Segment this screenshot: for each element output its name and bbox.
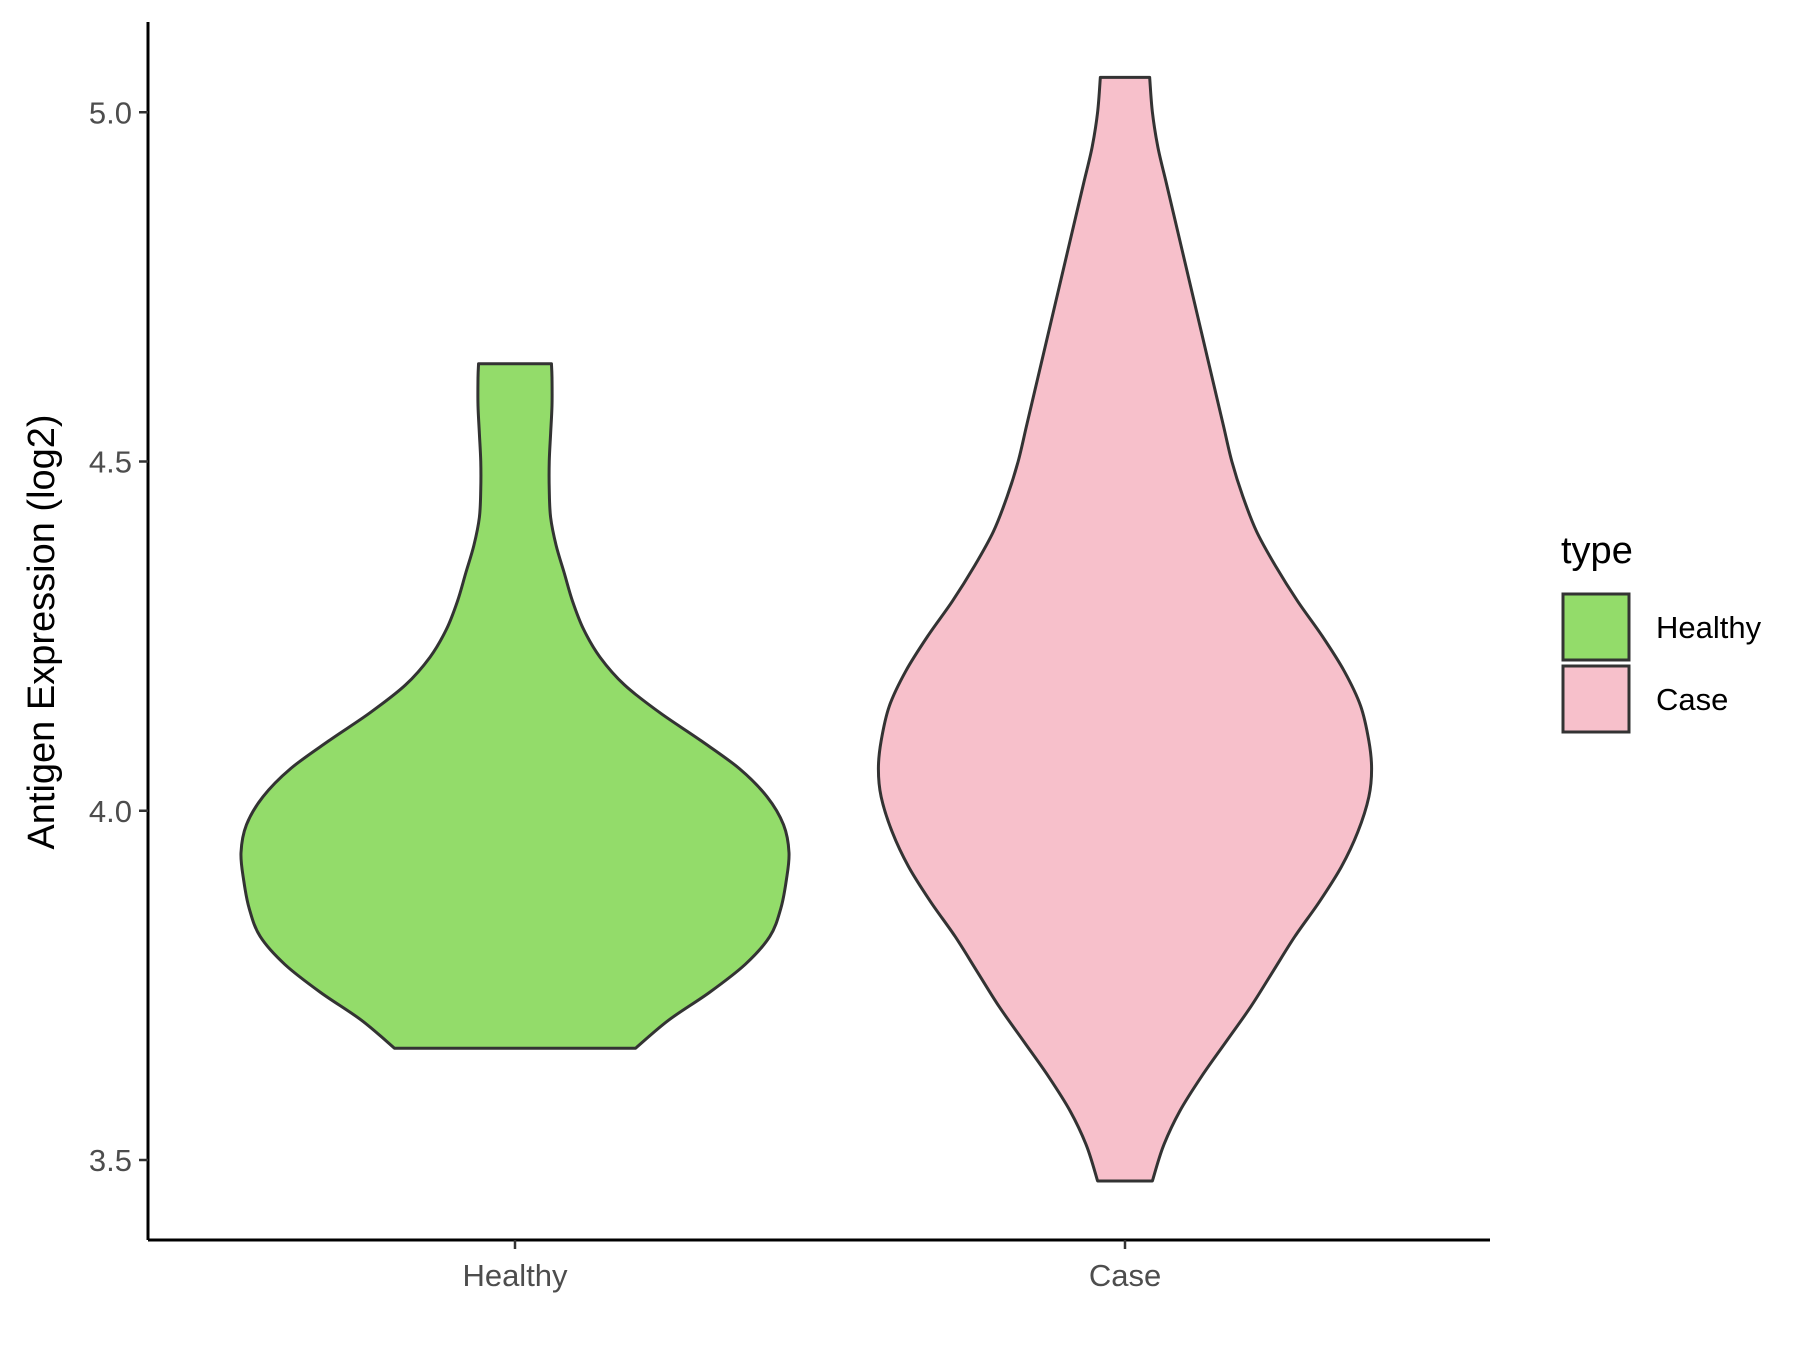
- legend-key-healthy: [1561, 592, 1631, 662]
- axes-layer: [146, 22, 1490, 1242]
- x-tick-label: Case: [1089, 1258, 1161, 1293]
- y-tick-label: 4.5: [89, 445, 132, 480]
- legend-label-case: Case: [1656, 682, 1728, 717]
- legend: type Healthy Case: [1561, 530, 1762, 734]
- legend-entries: Healthy Case: [1561, 592, 1762, 734]
- violin-case: [876, 75, 1374, 1183]
- legend-label-healthy: Healthy: [1656, 610, 1762, 645]
- y-tick-label: 5.0: [89, 95, 132, 130]
- y-ticks: 3.5 4.0 4.5 5.0: [89, 95, 148, 1178]
- x-ticks: Healthy Case: [462, 1240, 1161, 1293]
- y-tick-label: 3.5: [89, 1143, 132, 1178]
- y-tick-label: 4.0: [89, 794, 132, 829]
- x-tick-label: Healthy: [462, 1258, 568, 1293]
- violin-layer: [239, 75, 1374, 1183]
- legend-title: type: [1561, 530, 1633, 572]
- legend-key-case: [1561, 664, 1631, 734]
- y-axis-title: Antigen Expression (log2): [21, 414, 63, 849]
- violin-healthy: [239, 362, 791, 1050]
